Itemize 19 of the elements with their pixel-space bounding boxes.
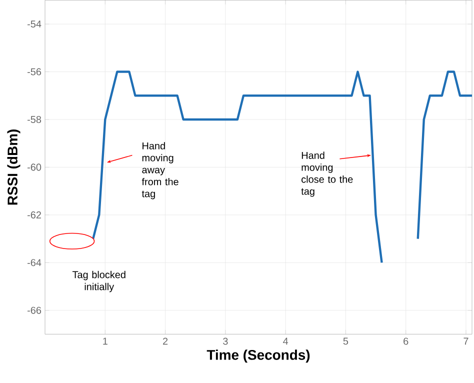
y-tick-label: -64 (28, 259, 42, 266)
y-tick-label: -56 (28, 68, 42, 76)
y-tick-label: -54 (28, 20, 42, 28)
x-tick-label: 3 (223, 338, 228, 345)
y-tick-label: -60 (28, 164, 42, 171)
x-tick-label: 7 (464, 338, 468, 344)
x-tick-label: 6 (404, 338, 408, 345)
x-tick-label: 2 (163, 338, 168, 345)
y-tick-label: -58 (28, 116, 42, 123)
annotation: Hand moving close to the tag (301, 152, 353, 197)
x-tick-label: 5 (343, 338, 348, 345)
x-tick-label: 4 (283, 338, 288, 344)
y-tick-label: -62 (28, 211, 41, 218)
x-tick-label: 1 (103, 338, 108, 344)
annotation: Tag blocked initially (72, 270, 126, 292)
x-axis-title: Time (Seconds) (206, 350, 310, 363)
annotation: Hand moving away from the tag (142, 142, 178, 200)
y-tick-label: -66 (28, 306, 42, 314)
y-axis-title: RSSI (dBm) (7, 129, 20, 205)
